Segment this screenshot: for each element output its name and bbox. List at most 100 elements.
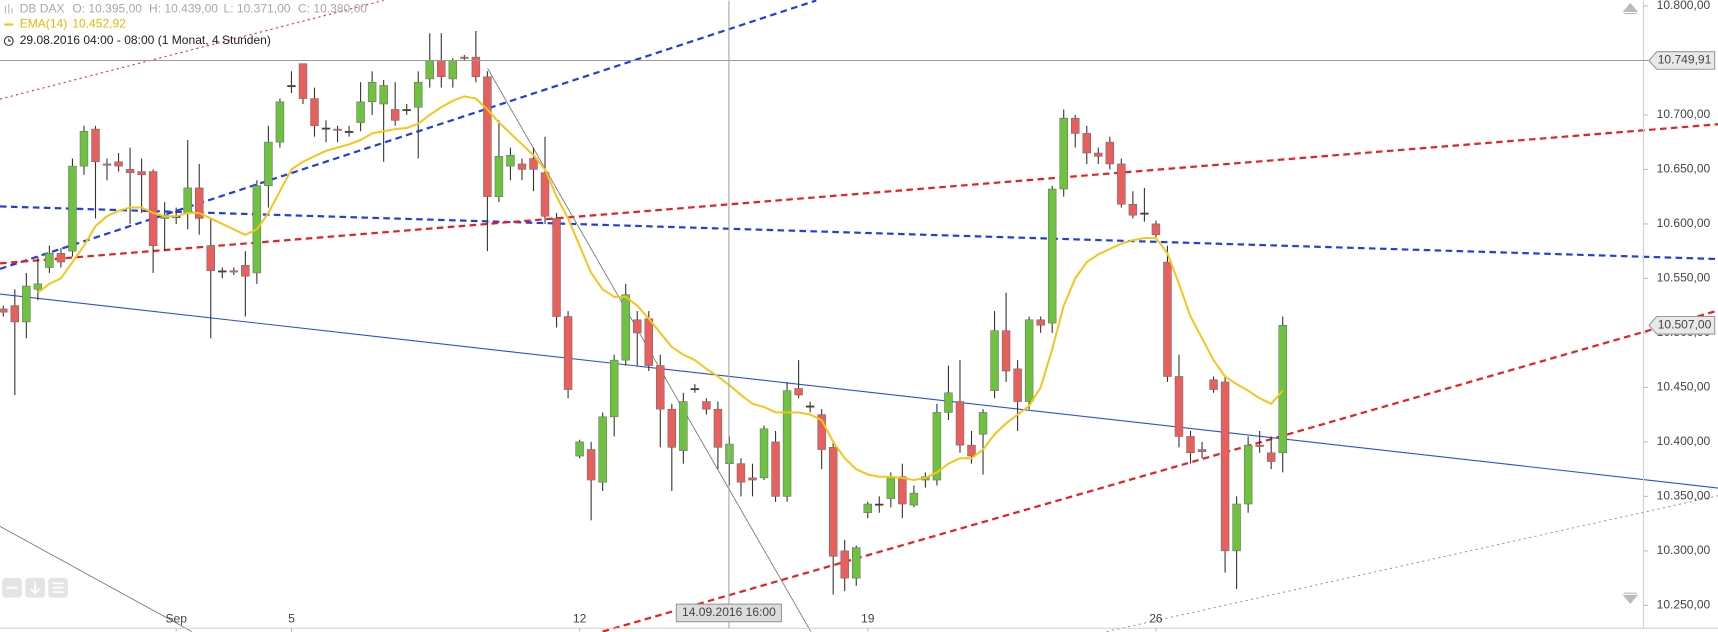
candle-body	[333, 128, 342, 131]
candle-body	[713, 408, 723, 448]
candle-body	[759, 428, 769, 479]
crosshair-date-label: 14.09.2016 16:00	[682, 605, 776, 619]
candle-body	[771, 441, 780, 497]
candle-body	[183, 187, 192, 214]
y-tick-label: 10.350,00	[1657, 489, 1711, 503]
candle-body	[344, 130, 354, 133]
candle-body	[218, 270, 227, 273]
candle-body	[137, 171, 146, 176]
candle-body	[898, 476, 907, 505]
candle-body	[886, 476, 896, 499]
candle-body	[275, 101, 285, 143]
candle-body	[1013, 368, 1022, 402]
candle-body	[1128, 203, 1138, 216]
candle-body	[875, 503, 884, 506]
crosshair-price-box	[1648, 51, 1716, 70]
candle-body	[978, 412, 988, 435]
candle-body	[206, 245, 215, 272]
candle-body	[748, 477, 757, 481]
crosshair-date-box	[675, 603, 783, 623]
x-tick-label: 19	[861, 612, 875, 626]
header: DB DAX O: 10.395,00 H: 10.439,00 L: 10.3…	[3, 1, 367, 47]
candle-body	[690, 388, 700, 391]
x-tick-label: Sep	[165, 612, 187, 626]
low-value: L: 10.371,00	[224, 1, 291, 15]
candle-body	[944, 392, 953, 413]
candle-body	[667, 408, 677, 448]
ema-line	[37, 95, 1284, 482]
trend-line	[0, 293, 1718, 489]
candle-body	[68, 165, 77, 252]
candle-body	[10, 305, 20, 323]
candle-body	[448, 60, 458, 80]
candle-body	[33, 283, 43, 290]
candle-body	[0, 308, 8, 313]
candle-body	[1266, 452, 1276, 462]
candle-body	[540, 172, 550, 217]
candle-body	[471, 56, 481, 78]
y-tick-label: 10.300,00	[1657, 543, 1711, 557]
candle-body	[782, 390, 792, 497]
trend-line	[602, 309, 1718, 632]
x-tick-label: 26	[1149, 612, 1163, 626]
clock-icon	[3, 36, 14, 46]
candle-body	[1209, 379, 1218, 390]
candle-body	[45, 253, 54, 268]
candle-body	[679, 401, 688, 451]
trend-line	[0, 0, 384, 100]
candle-body	[529, 158, 538, 170]
high-value: H: 10.439,00	[149, 1, 218, 15]
candle-body	[552, 218, 561, 317]
candle-body	[1186, 436, 1195, 454]
candle-body	[402, 109, 411, 112]
trend-line	[0, 525, 192, 632]
candle-body	[425, 60, 434, 80]
candle-body	[575, 441, 584, 457]
candle-body	[1105, 141, 1115, 165]
candle-body	[356, 101, 365, 123]
x-tick-label: 12	[573, 612, 587, 626]
candle-body	[298, 63, 308, 99]
candle-body	[437, 60, 446, 78]
candle-body	[148, 171, 158, 246]
legend-entry: EMA(14)	[20, 17, 68, 31]
candle-body	[633, 319, 642, 334]
candle-body	[563, 316, 573, 390]
scroll-down-button[interactable]	[1622, 592, 1639, 604]
candle-body	[1151, 223, 1161, 236]
candle-body	[114, 161, 123, 167]
candle-body	[805, 405, 815, 408]
candle-body	[736, 463, 746, 483]
y-tick-label: 10.600,00	[1657, 216, 1711, 230]
candle-body	[817, 414, 826, 450]
candle-body	[955, 401, 965, 446]
candle-body	[379, 85, 388, 105]
candle-body	[1255, 444, 1264, 447]
y-tick-label: 10.250,00	[1657, 598, 1711, 612]
x-tick-label: 5	[288, 612, 295, 626]
candle-body	[367, 81, 377, 103]
candle-body	[241, 265, 250, 277]
candle-body	[102, 163, 112, 166]
candle-body	[1243, 444, 1253, 505]
y-tick-label: 10.700,00	[1657, 107, 1711, 121]
candle-body	[702, 401, 711, 410]
open-value: O: 10.395,00	[72, 1, 142, 15]
scroll-up-button[interactable]	[1622, 2, 1639, 15]
y-tick-label: 10.650,00	[1657, 162, 1711, 176]
symbol: DB DAX	[20, 1, 65, 15]
y-tick-label: 10.450,00	[1657, 380, 1711, 394]
candle-body	[1220, 381, 1230, 552]
candle-body	[1059, 117, 1068, 190]
candle-body	[909, 492, 919, 506]
candle-body	[414, 81, 423, 108]
candle-body	[1024, 319, 1034, 402]
candle-body	[967, 444, 976, 457]
candle-body	[609, 359, 619, 418]
candle-body	[1071, 117, 1080, 134]
candle-body	[1140, 212, 1149, 215]
candle-body	[517, 163, 527, 170]
last-price-label: 10.507,00	[1658, 317, 1712, 331]
